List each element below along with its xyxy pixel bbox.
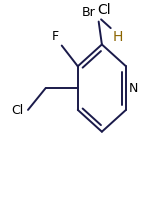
Text: N: N — [129, 82, 139, 95]
Text: Cl: Cl — [11, 104, 23, 117]
Text: Cl: Cl — [97, 3, 111, 17]
Text: F: F — [51, 30, 58, 43]
Text: H: H — [113, 30, 123, 44]
Text: Br: Br — [82, 6, 95, 19]
